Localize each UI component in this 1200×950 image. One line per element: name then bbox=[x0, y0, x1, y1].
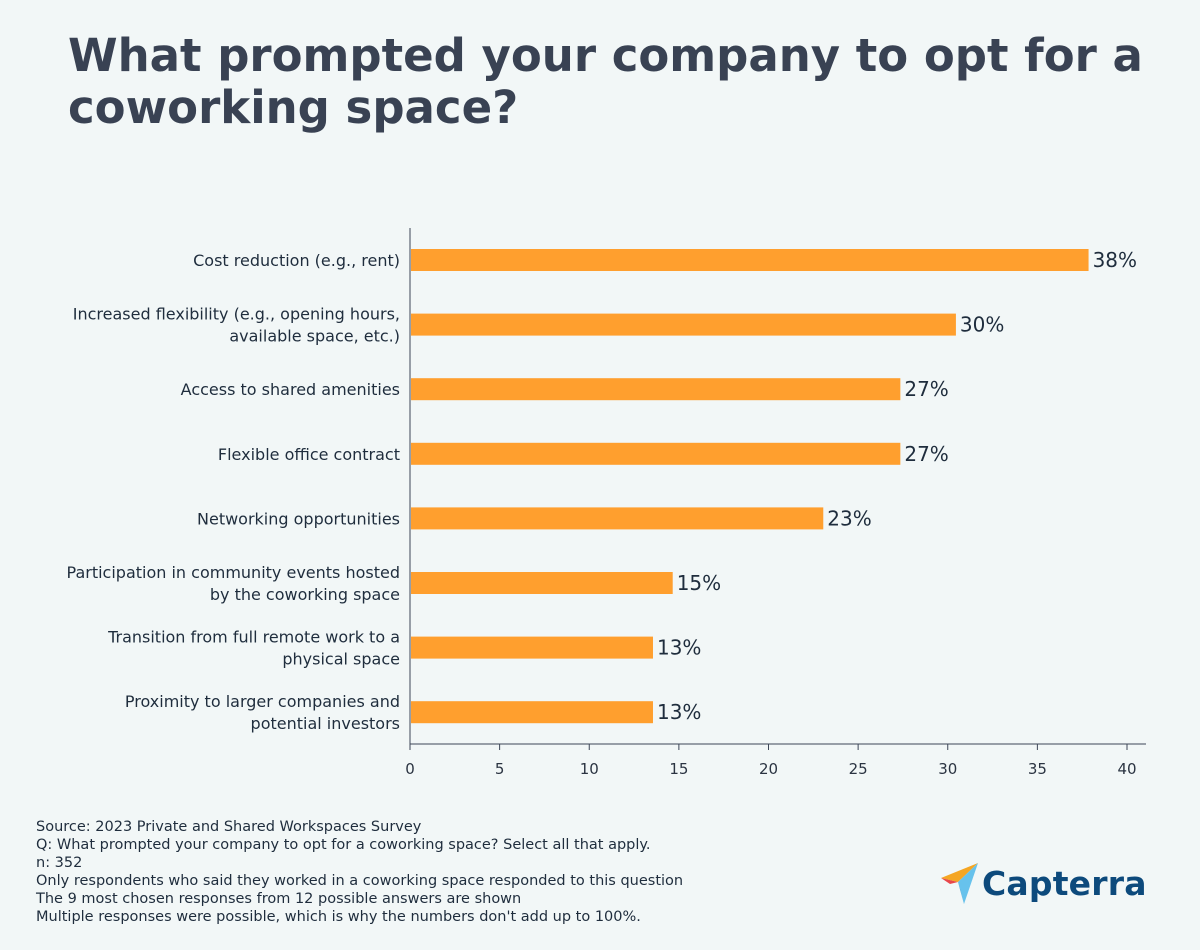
footer-shown-note: The 9 most chosen responses from 12 poss… bbox=[36, 891, 522, 907]
category-label-line: Cost reduction (e.g., rent) bbox=[193, 251, 400, 270]
category-label-line: by the coworking space bbox=[210, 585, 400, 604]
category-label: Flexible office contract bbox=[218, 445, 400, 464]
bar bbox=[411, 442, 901, 465]
category-label-line: Increased flexibility (e.g., opening hou… bbox=[73, 305, 400, 324]
category-label: Increased flexibility (e.g., opening hou… bbox=[73, 305, 400, 346]
footer-multiple-note: Multiple responses were possible, which … bbox=[36, 909, 641, 925]
bar-value-label: 13% bbox=[657, 700, 701, 724]
bar bbox=[411, 378, 901, 401]
category-label: Access to shared amenities bbox=[181, 380, 400, 399]
x-tick-label: 25 bbox=[849, 760, 868, 778]
bar-value-label: 38% bbox=[1093, 248, 1137, 272]
bar bbox=[411, 701, 653, 724]
bar bbox=[411, 507, 824, 530]
bar-value-label: 23% bbox=[827, 506, 871, 530]
x-tick-label: 35 bbox=[1028, 760, 1047, 778]
category-label: Cost reduction (e.g., rent) bbox=[193, 251, 400, 270]
x-tick-label: 10 bbox=[580, 760, 599, 778]
x-tick-label: 5 bbox=[495, 760, 505, 778]
category-label-line: Access to shared amenities bbox=[181, 380, 400, 399]
category-label-line: Flexible office contract bbox=[218, 445, 400, 464]
x-tick-label: 40 bbox=[1117, 760, 1136, 778]
x-tick-label: 30 bbox=[938, 760, 957, 778]
footer-question: Q: What prompted your company to opt for… bbox=[36, 837, 651, 853]
category-label-line: Networking opportunities bbox=[197, 509, 400, 528]
category-label-line: Proximity to larger companies and bbox=[125, 692, 400, 711]
category-label-line: available space, etc.) bbox=[229, 327, 400, 346]
bar bbox=[411, 636, 653, 659]
x-tick-label: 0 bbox=[405, 760, 415, 778]
bar-chart: 0 5 10 15 20 25 30 35 40 38% Cost reduction (e.g.,… bbox=[67, 228, 1146, 778]
bar bbox=[411, 572, 673, 594]
bar-value-label: 15% bbox=[677, 571, 721, 595]
footer-source: Source: 2023 Private and Shared Workspac… bbox=[36, 819, 422, 835]
footer-sample-size: n: 352 bbox=[36, 855, 83, 871]
chart-title: What prompted your company to opt for a … bbox=[68, 29, 1143, 134]
bar-value-label: 27% bbox=[904, 442, 948, 466]
bar-value-label: 13% bbox=[657, 636, 701, 660]
category-label-line: physical space bbox=[282, 650, 400, 669]
capterra-logo: Capterra bbox=[940, 862, 1146, 906]
capterra-arrow-icon bbox=[941, 863, 978, 904]
category-label: Networking opportunities bbox=[197, 509, 400, 528]
category-label-line: Transition from full remote work to a bbox=[107, 628, 400, 647]
category-label: Transition from full remote work to a phy… bbox=[107, 628, 400, 669]
bar bbox=[411, 313, 956, 336]
category-label: Participation in community events hosted… bbox=[67, 563, 400, 604]
bar-value-label: 27% bbox=[904, 377, 948, 401]
bar bbox=[411, 249, 1089, 271]
logo-text: Capterra bbox=[982, 864, 1147, 903]
x-tick-label: 20 bbox=[759, 760, 778, 778]
footer-notes: Source: 2023 Private and Shared Workspac… bbox=[36, 818, 683, 926]
category-label: Proximity to larger companies and potenti… bbox=[125, 692, 400, 733]
category-label-line: potential investors bbox=[251, 714, 400, 733]
x-tick-label: 15 bbox=[669, 760, 688, 778]
category-label-line: Participation in community events hosted bbox=[67, 563, 400, 582]
footer-respondents-note: Only respondents who said they worked in… bbox=[36, 873, 684, 889]
bar-value-label: 30% bbox=[960, 313, 1004, 337]
